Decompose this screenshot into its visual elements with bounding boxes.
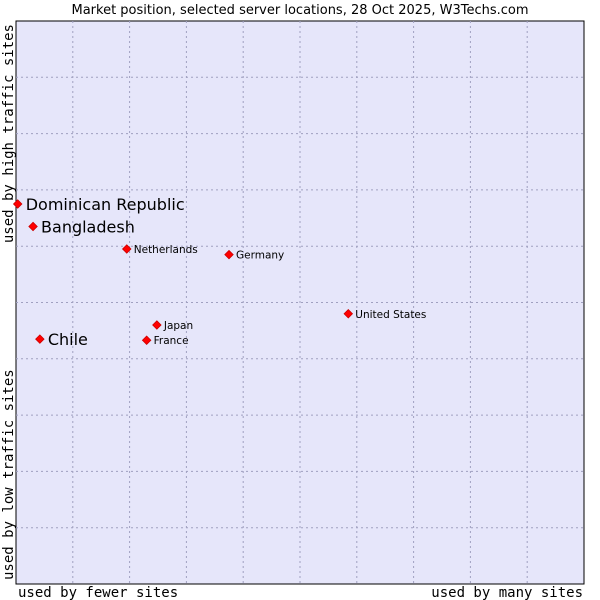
x-axis-label-left: used by fewer sites: [18, 585, 178, 600]
data-points: Dominican Republic Bangladesh Chile Netherl…: [12, 195, 426, 349]
point-label-bangladesh: Bangladesh: [41, 217, 135, 236]
point-label-chile: Chile: [48, 330, 88, 349]
point-label-united-states: United States: [355, 309, 426, 321]
point-label-dominican-republic: Dominican Republic: [26, 195, 185, 214]
point-marker-france: [141, 335, 152, 345]
point-label-netherlands: Netherlands: [134, 244, 198, 256]
grid-lines: [16, 21, 584, 584]
point-label-germany: Germany: [236, 250, 284, 262]
point-label-japan: Japan: [163, 320, 193, 332]
point-marker-dominican-republic: [12, 199, 23, 209]
y-axis-label-bottom: used by low traffic sites: [1, 369, 17, 580]
point-marker-chile: [35, 334, 45, 344]
point-marker-united-states: [343, 308, 354, 319]
x-axis-label-right: used by many sites: [431, 585, 583, 600]
point-marker-netherlands: [121, 244, 132, 254]
point-label-france: France: [154, 335, 189, 347]
chart-title: Market position, selected server locatio…: [71, 3, 528, 18]
point-marker-japan: [152, 320, 162, 330]
point-marker-bangladesh: [28, 221, 38, 232]
point-marker-germany: [224, 249, 234, 260]
y-axis-label-top: used by high traffic sites: [1, 24, 17, 243]
